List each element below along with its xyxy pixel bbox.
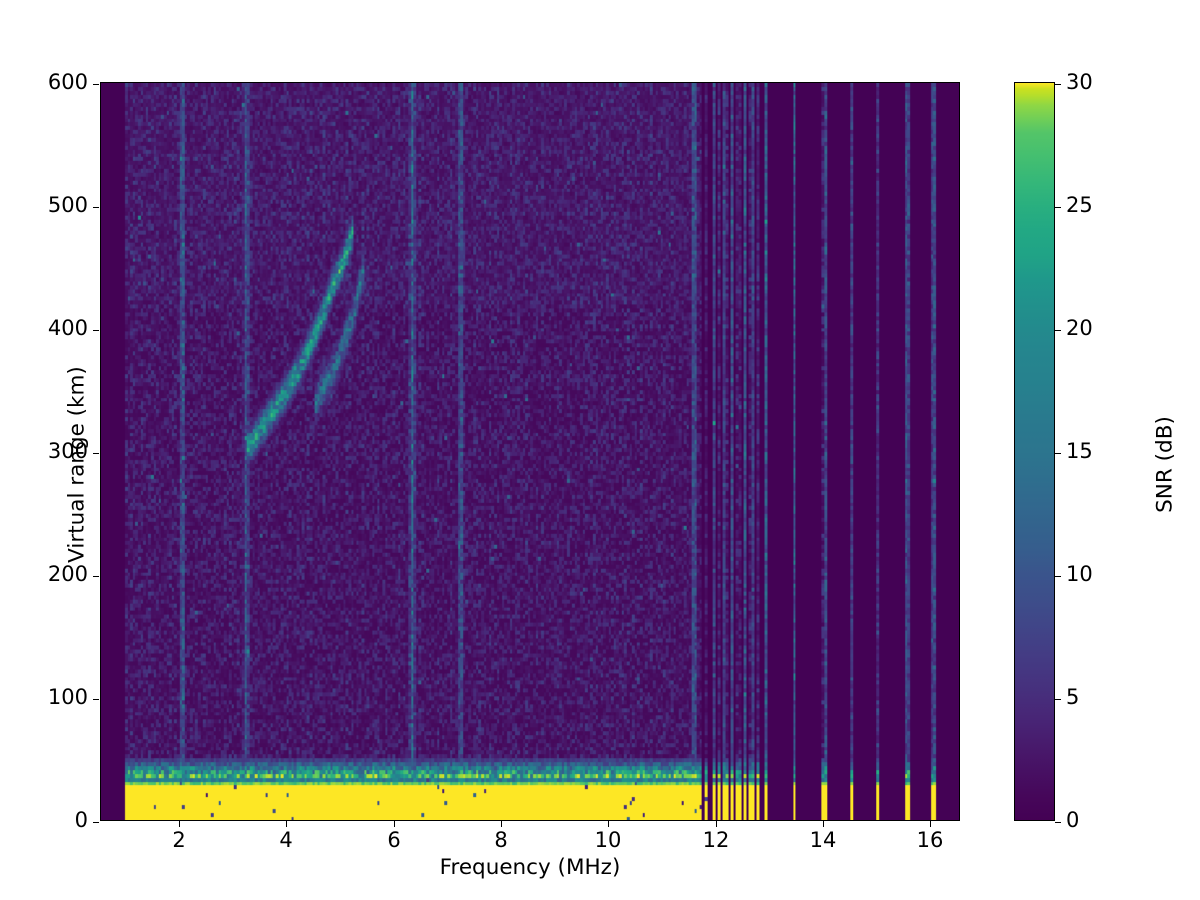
y-tick-mark — [93, 84, 99, 86]
ionogram-heatmap — [101, 83, 959, 820]
y-tick-label: 100 — [47, 685, 88, 709]
x-tick-mark — [179, 821, 181, 827]
x-tick-label: 2 — [172, 828, 186, 852]
x-tick-mark — [716, 821, 718, 827]
x-tick-mark — [930, 821, 932, 827]
colorbar-tick-label: 20 — [1066, 316, 1093, 340]
y-tick-mark — [93, 330, 99, 332]
y-tick-mark — [93, 207, 99, 209]
y-tick-label: 0 — [74, 808, 88, 832]
y-tick-mark — [93, 576, 99, 578]
y-tick-label: 500 — [47, 193, 88, 217]
y-tick-mark — [93, 822, 99, 824]
colorbar-tick-mark — [1055, 576, 1061, 578]
x-tick-label: 8 — [494, 828, 508, 852]
y-tick-label: 600 — [47, 70, 88, 94]
x-tick-label: 10 — [594, 828, 622, 852]
colorbar-tick-mark — [1055, 330, 1061, 332]
x-axis-label: Frequency (MHz) — [439, 855, 621, 880]
x-tick-mark — [286, 821, 288, 827]
x-tick-mark — [394, 821, 396, 827]
colorbar-tick-mark — [1055, 207, 1061, 209]
y-tick-mark — [93, 453, 99, 455]
x-tick-mark — [608, 821, 610, 827]
colorbar-tick-label: 0 — [1066, 808, 1080, 832]
x-tick-label: 12 — [702, 828, 730, 852]
x-tick-label: 16 — [916, 828, 944, 852]
colorbar-label: SNR (dB) — [1152, 416, 1178, 513]
y-tick-mark — [93, 699, 99, 701]
y-tick-label: 200 — [47, 562, 88, 586]
x-tick-mark — [823, 821, 825, 827]
colorbar-tick-label: 30 — [1066, 70, 1093, 94]
ionogram-plot-area — [100, 82, 960, 821]
x-tick-mark — [501, 821, 503, 827]
y-tick-label: 300 — [47, 439, 88, 463]
colorbar-tick-label: 25 — [1066, 193, 1093, 217]
colorbar-tick-label: 5 — [1066, 685, 1080, 709]
x-tick-label: 6 — [387, 828, 401, 852]
x-tick-label: 4 — [279, 828, 293, 852]
colorbar-tick-mark — [1055, 453, 1061, 455]
x-tick-label: 14 — [809, 828, 837, 852]
colorbar-tick-label: 10 — [1066, 562, 1093, 586]
colorbar-tick-mark — [1055, 84, 1061, 86]
y-tick-label: 400 — [47, 316, 88, 340]
colorbar-tick-label: 15 — [1066, 439, 1093, 463]
colorbar-tick-mark — [1055, 822, 1061, 824]
colorbar-tick-mark — [1055, 699, 1061, 701]
y-axis-label: Virtual range (km) — [64, 366, 90, 563]
colorbar — [1014, 82, 1055, 821]
